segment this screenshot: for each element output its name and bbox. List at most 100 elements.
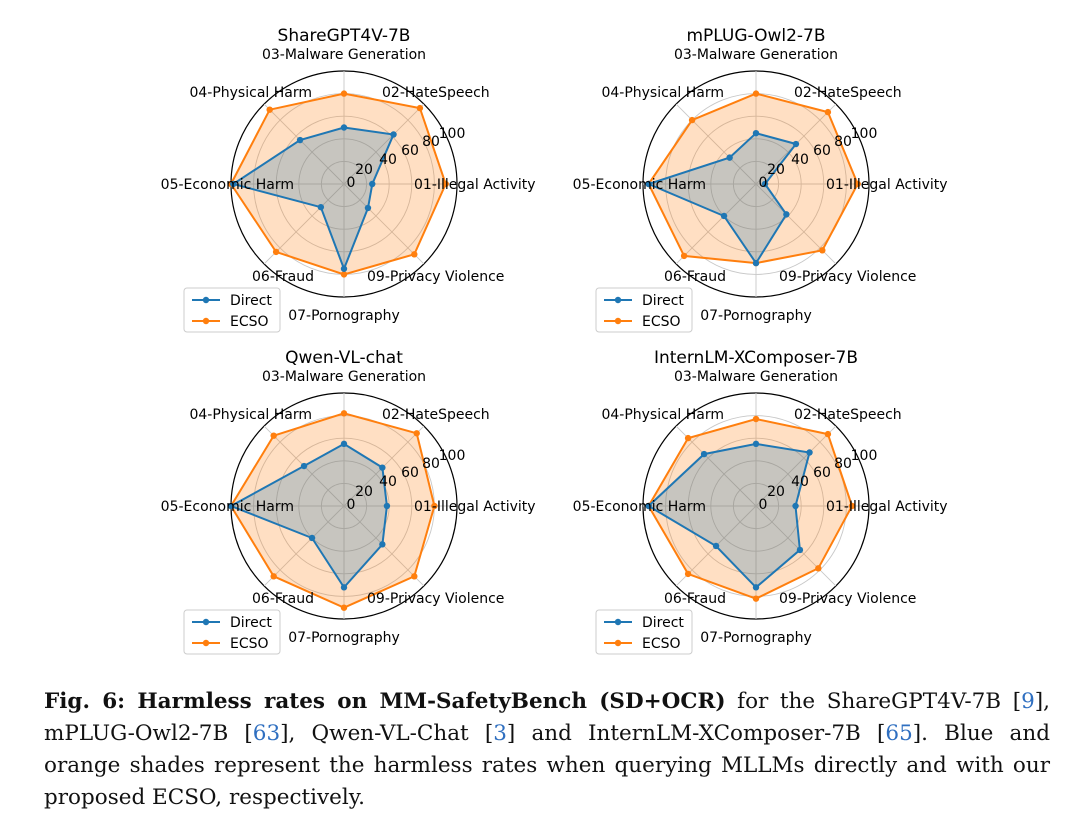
data-point-ecso [688,116,696,124]
chart-title: ShareGPT4V-7B [278,26,411,46]
citation-link[interactable]: 3 [493,721,507,746]
data-point-direct [752,440,760,448]
data-point-ecso [340,410,348,417]
radial-tick-label: 20 [767,162,785,178]
data-point-ecso [340,271,348,278]
data-point-ecso [684,570,692,578]
caption-text: ], mPLUG-Owl2-7B [ [44,689,1051,746]
radial-tick-label: 40 [379,152,397,168]
data-point-ecso [411,251,418,258]
data-point-direct [806,449,813,456]
radial-tick-label: 20 [355,484,373,500]
legend-label: Direct [642,293,684,309]
legend-label: Direct [642,615,684,631]
radial-tick-label: 40 [791,152,809,168]
data-point-direct [726,154,733,161]
data-point-direct [645,502,652,510]
data-point-direct [390,131,397,138]
category-label: 09-Privacy Violence [367,269,504,285]
data-point-direct [700,450,708,458]
citation-link[interactable]: 9 [1021,689,1035,714]
chart-title: Qwen-VL-chat [285,348,403,368]
legend-label: ECSO [642,636,681,652]
data-point-ecso [824,430,832,438]
caption-text: for the ShareGPT4V-7B [ [725,689,1022,714]
grid-spoke [343,103,425,185]
category-label: 09-Privacy Violence [779,591,916,607]
data-point-direct [340,124,348,131]
category-label: 05-Economic Harm [161,177,294,193]
category-label: 06-Fraud [252,591,314,607]
category-label: 03-Malware Generation [674,47,838,63]
citation-link[interactable]: 65 [885,721,913,746]
legend-marker [614,618,622,626]
category-label: 04-Physical Harm [601,407,724,423]
radial-tick-label: 60 [401,143,419,159]
data-point-ecso [684,434,692,442]
legend-label: Direct [230,615,272,631]
radial-tick-label: 60 [813,465,831,481]
grid-spoke [263,103,345,185]
radial-tick-label: 0 [347,497,356,513]
caption-text: ]. Blue and orange shades represent the … [44,721,1050,810]
data-point-ecso [819,247,826,254]
radial-tick-label: 100 [439,448,466,464]
data-point-direct [645,180,652,188]
category-label: 03-Malware Generation [674,369,838,385]
figure-caption: Fig. 6: Harmless rates on MM-SafetyBench… [44,686,1050,814]
chart-title: InternLM-XComposer-7B [654,348,858,368]
data-point-ecso [272,248,280,256]
series-area-direct [648,133,796,264]
series-area-direct [233,127,394,269]
radial-tick-label: 60 [401,465,419,481]
category-label: 07-Pornography [288,308,400,324]
data-point-ecso [340,90,348,97]
category-label: 09-Privacy Violence [367,591,504,607]
data-point-ecso [680,252,688,260]
grid-spoke [343,183,425,265]
legend-label: ECSO [642,314,681,330]
radial-tick-label: 20 [767,484,785,500]
category-label: 07-Pornography [700,630,812,646]
radial-tick-label: 80 [422,134,440,150]
legend-marker [614,639,622,647]
data-point-direct [340,584,348,591]
data-point-direct [712,542,720,550]
category-label: 05-Economic Harm [161,499,294,515]
radial-tick-label: 20 [355,162,373,178]
radial-tick-label: 0 [347,175,356,191]
legend-label: ECSO [230,314,269,330]
citation-link[interactable]: 63 [252,721,281,746]
radial-tick-label: 80 [422,456,440,472]
data-point-direct [379,464,386,471]
data-point-direct [752,584,760,591]
data-point-ecso [340,604,348,611]
category-label: 01-Illegal Activity [826,499,948,515]
data-point-ecso [442,180,449,188]
category-label: 01-Illegal Activity [414,177,536,193]
data-point-direct [761,180,769,188]
data-point-direct [340,265,348,272]
data-point-direct [792,502,799,510]
data-point-direct [379,541,386,548]
radial-tick-label: 40 [791,474,809,490]
radial-tick-label: 40 [379,474,397,490]
radial-tick-label: 80 [834,134,852,150]
series-area-direct [231,443,387,588]
data-point-ecso [815,565,822,572]
category-label: 04-Physical Harm [189,407,312,423]
grid-spoke [755,425,837,507]
radial-tick-label: 0 [759,497,768,513]
caption-text: ], Qwen-VL-Chat [ [280,721,494,746]
data-point-ecso [752,595,760,602]
data-point-ecso [752,415,760,423]
category-label: 01-Illegal Activity [414,499,536,515]
data-point-direct [227,502,235,510]
radial-tick-label: 60 [813,143,831,159]
data-point-ecso [824,108,832,116]
category-label: 03-Malware Generation [262,47,426,63]
